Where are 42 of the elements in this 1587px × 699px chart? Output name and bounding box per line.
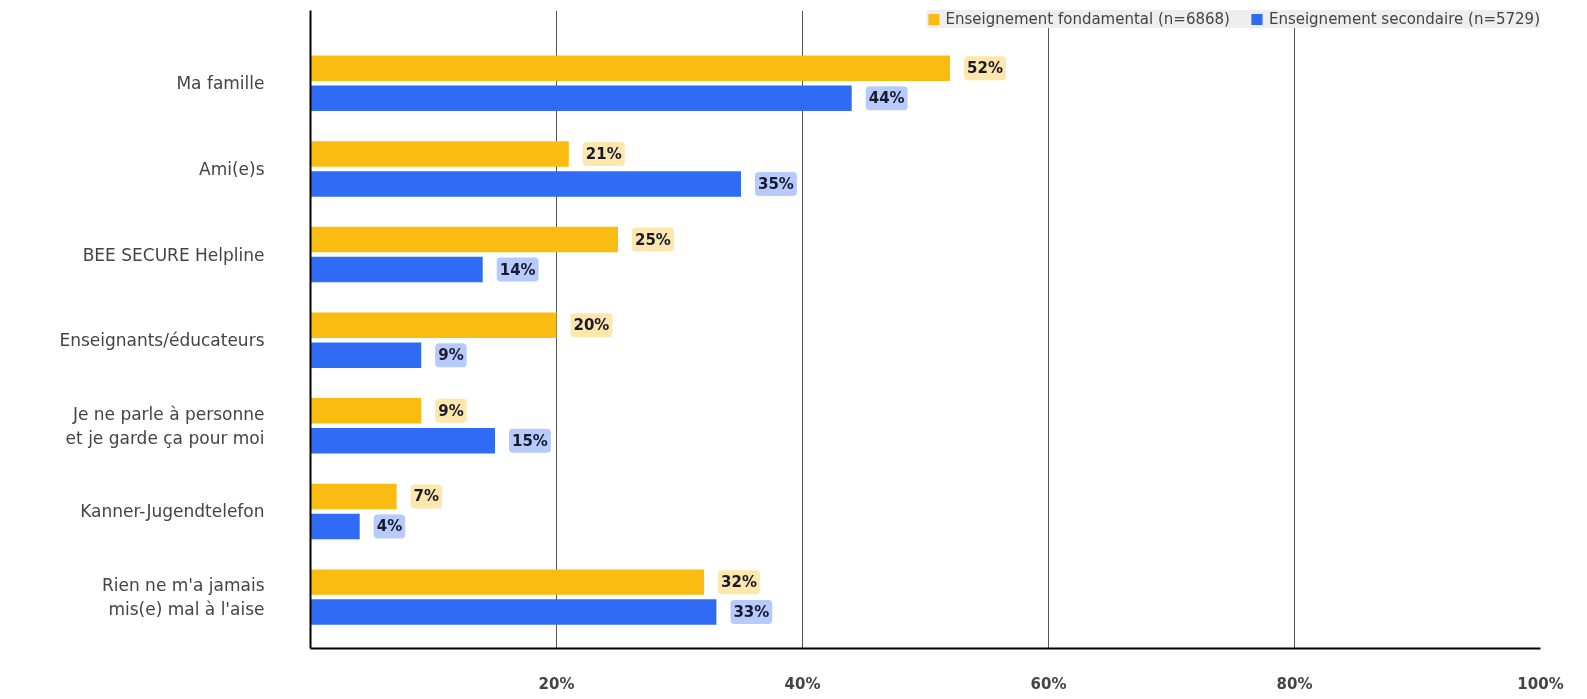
x-tick-label: 20% (538, 674, 575, 693)
data-label: 7% (413, 487, 440, 506)
bar (310, 483, 397, 510)
x-tick-label: 100% (1517, 674, 1564, 693)
bar (310, 569, 705, 595)
data-label: 21% (585, 144, 622, 163)
y-tick-label: Ma famille (176, 73, 265, 94)
bar (310, 599, 717, 625)
data-label: 44% (868, 89, 905, 108)
y-tick-label: BEE SECURE Helpline (82, 244, 265, 265)
data-label: 33% (733, 603, 770, 622)
data-label: 20% (573, 316, 610, 335)
x-tick-label: 60% (1030, 674, 1067, 693)
bar (310, 398, 422, 424)
legend-label: Enseignement fondamental (n=6868) (945, 10, 1230, 28)
x-tick-label: 40% (784, 674, 821, 693)
y-tick-label: Rien ne m'a jamais mis(e) mal à l'aise (101, 575, 265, 620)
bar (310, 55, 951, 82)
bar (310, 428, 495, 454)
data-label: 14% (499, 260, 536, 279)
bar (310, 513, 360, 540)
legend-label: Enseignement secondaire (n=5729) (1268, 10, 1540, 28)
data-label: 15% (512, 431, 548, 450)
data-label: 25% (635, 230, 671, 249)
data-label: 4% (376, 517, 403, 536)
data-label: 9% (438, 401, 464, 420)
x-tick-label: 80% (1276, 674, 1313, 693)
bar (310, 312, 557, 338)
data-label: 52% (967, 59, 1004, 78)
y-tick-label: Ami(e)s (199, 158, 265, 179)
bar (310, 171, 741, 197)
y-tick-label: Enseignants/éducateurs (59, 330, 265, 351)
data-label: 32% (721, 573, 758, 592)
bar (310, 256, 483, 283)
bar (310, 342, 422, 368)
y-tick-label: Je ne parle à personne et je garde ça pour moi (65, 403, 265, 448)
data-label: 9% (438, 346, 464, 365)
bar (310, 85, 852, 112)
bar (310, 141, 569, 167)
y-tick-label: Kanner-Jugendtelefon (80, 501, 265, 522)
bar (310, 226, 618, 253)
data-label: 35% (758, 174, 794, 193)
